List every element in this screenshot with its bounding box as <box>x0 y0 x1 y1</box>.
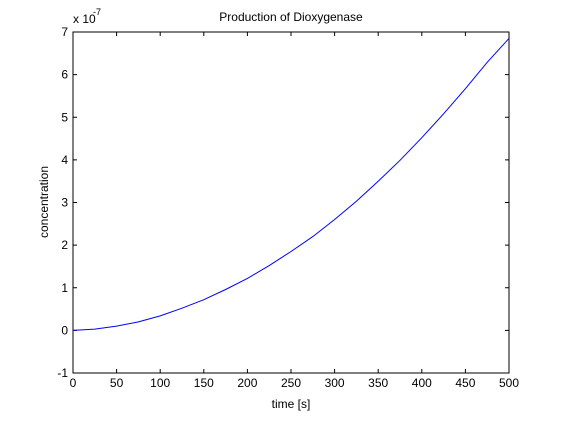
x-tick-label: 500 <box>499 376 519 390</box>
x-axis-label: time [s] <box>272 397 311 411</box>
y-tick-label: 7 <box>61 25 68 39</box>
y-tick-label: 4 <box>61 153 68 167</box>
y-axis-ticks: -1 0 1 2 3 4 5 6 7 <box>57 25 509 380</box>
chart-title: Production of Dioxygenase <box>219 10 363 24</box>
series-line <box>72 38 510 331</box>
y-tick-label: 3 <box>61 196 68 210</box>
y-tick-label: -1 <box>57 366 68 380</box>
x-tick-label: 450 <box>455 376 475 390</box>
y-tick-label: 0 <box>61 323 68 337</box>
x-tick-label: 250 <box>281 376 301 390</box>
y-tick-label: 6 <box>61 68 68 82</box>
y-tick-label: 5 <box>61 110 68 124</box>
x-tick-label: 400 <box>412 376 432 390</box>
x-tick-label: 150 <box>194 376 214 390</box>
plot-area <box>72 31 510 374</box>
x-tick-label: 200 <box>237 376 257 390</box>
y-tick-label: 1 <box>61 281 68 295</box>
x-tick-label: 50 <box>110 376 124 390</box>
y-exponent-base: x 10 <box>73 12 96 26</box>
y-axis-label: concentration <box>37 166 51 238</box>
x-tick-label: 100 <box>150 376 170 390</box>
y-tick-label: 2 <box>61 238 68 252</box>
x-tick-label: 300 <box>325 376 345 390</box>
x-tick-label: 350 <box>368 376 388 390</box>
x-axis-ticks: 0 50 100 150 200 250 300 350 400 450 500 <box>70 32 519 390</box>
y-exponent-power: -7 <box>93 7 101 17</box>
x-tick-label: 0 <box>70 376 77 390</box>
